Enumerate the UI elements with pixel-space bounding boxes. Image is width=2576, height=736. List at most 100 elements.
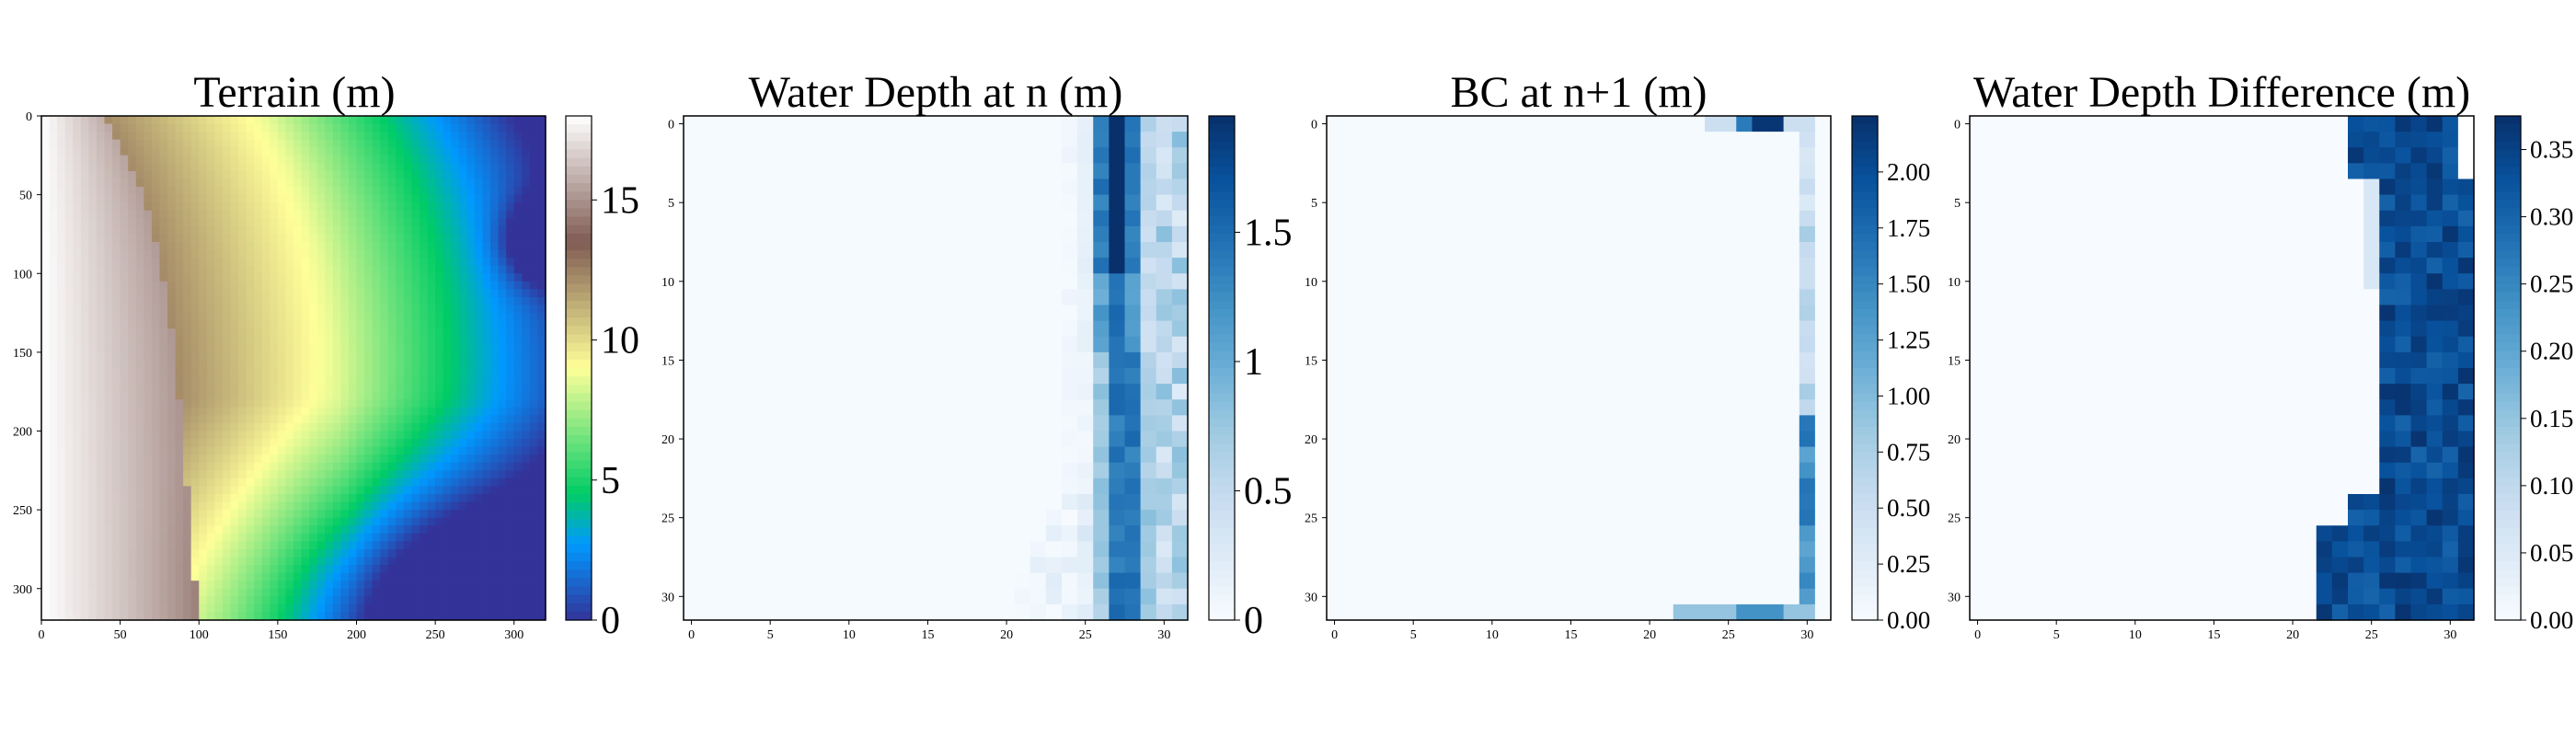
terrain-cell — [490, 147, 500, 156]
terrain-cell — [120, 249, 129, 259]
terrain-cell — [238, 407, 247, 416]
terrain-cell — [309, 296, 318, 306]
terrain-cell — [183, 462, 192, 471]
terrain-cell — [206, 399, 215, 408]
terrain-cell — [293, 163, 303, 172]
terrain-cell — [435, 407, 444, 416]
terrain-cell — [238, 439, 247, 448]
terrain-cell — [380, 431, 389, 440]
terrain-cell — [387, 604, 397, 614]
terrain-cell — [96, 289, 106, 298]
terrain-cell — [340, 123, 350, 132]
terrain-cell — [458, 439, 467, 448]
terrain-cell — [435, 533, 444, 542]
terrain-cell — [443, 431, 452, 440]
terrain-cell — [199, 612, 208, 621]
terrain-cell — [88, 187, 98, 196]
terrain-cell — [435, 258, 444, 267]
terrain-cell — [183, 517, 192, 526]
terrain-cell — [364, 139, 374, 148]
terrain-cell — [482, 596, 491, 605]
terrain-cell — [372, 344, 381, 353]
terrain-cell — [159, 328, 168, 338]
terrain-cell — [120, 533, 129, 542]
terrain-cell — [411, 399, 420, 408]
terrain-cell — [293, 517, 303, 526]
terrain-cell — [254, 123, 263, 132]
water-depth-cell — [684, 178, 700, 196]
terrain-cell — [285, 289, 294, 298]
terrain-cell — [537, 344, 546, 353]
terrain-cell — [144, 249, 153, 259]
terrain-cell — [73, 258, 82, 267]
terrain-cell — [230, 170, 239, 180]
terrain-cell — [277, 344, 287, 353]
terrain-cell — [167, 612, 177, 621]
terrain-cell — [474, 170, 484, 180]
terrain-cell — [506, 581, 515, 590]
terrain-cell — [80, 313, 89, 322]
terrain-cell — [356, 147, 365, 156]
terrain-cell — [104, 265, 113, 274]
terrain-cell — [270, 399, 279, 408]
terrain-cell — [293, 273, 303, 282]
terrain-cell — [380, 328, 389, 338]
terrain-cell — [246, 320, 255, 329]
terrain-cell — [506, 407, 515, 416]
terrain-cell — [482, 454, 491, 464]
water-depth-cell — [983, 178, 1000, 196]
water-depth-cell — [1171, 178, 1189, 196]
terrain-cell — [372, 194, 381, 203]
terrain-cell — [364, 431, 374, 440]
terrain-cell — [396, 313, 405, 322]
water-depth-cell — [684, 415, 700, 432]
terrain-cell — [285, 462, 294, 471]
terrain-cell — [411, 462, 420, 471]
terrain-cell — [120, 525, 129, 535]
terrain-cell — [190, 604, 200, 614]
terrain-cell — [537, 375, 546, 385]
terrain-cell — [293, 431, 303, 440]
water-depth-cell — [777, 163, 795, 180]
terrain-cell — [128, 541, 137, 550]
terrain-cell — [490, 462, 500, 471]
terrain-cell — [420, 328, 429, 338]
terrain-cell — [144, 517, 153, 526]
terrain-cell — [443, 588, 452, 597]
terrain-cell — [340, 187, 350, 196]
terrain-cell — [41, 147, 51, 156]
terrain-cell — [458, 360, 467, 369]
terrain-cell — [325, 517, 334, 526]
terrain-cell — [151, 431, 161, 440]
water-depth-cell — [684, 320, 700, 338]
terrain-cell — [254, 163, 263, 172]
terrain-cell — [340, 163, 350, 172]
terrain-cell — [364, 517, 374, 526]
terrain-cell — [529, 581, 539, 590]
terrain-cell — [246, 139, 255, 148]
terrain-cell — [364, 351, 374, 362]
terrain-cell — [104, 210, 113, 219]
terrain-cell — [144, 533, 153, 542]
water-depth-cell — [1109, 415, 1126, 432]
terrain-cell — [285, 470, 294, 479]
terrain-cell — [340, 517, 350, 526]
terrain-cell — [293, 470, 303, 479]
terrain-cell — [340, 604, 350, 614]
terrain-cell — [356, 588, 365, 597]
terrain-cell — [230, 510, 239, 519]
water-depth-cell — [699, 477, 716, 495]
terrain-cell — [325, 588, 334, 597]
terrain-cell — [466, 210, 476, 219]
terrain-cell — [199, 305, 208, 314]
terrain-cell — [316, 588, 326, 597]
water-depth-cell — [1093, 431, 1110, 448]
terrain-cell — [128, 178, 137, 188]
terrain-cell — [246, 415, 255, 424]
terrain-cell — [41, 305, 51, 314]
terrain-cell — [104, 249, 113, 259]
terrain-cell — [316, 557, 326, 566]
terrain-cell — [420, 139, 429, 148]
water-depth-cell — [1045, 431, 1063, 448]
terrain-cell — [513, 510, 523, 519]
